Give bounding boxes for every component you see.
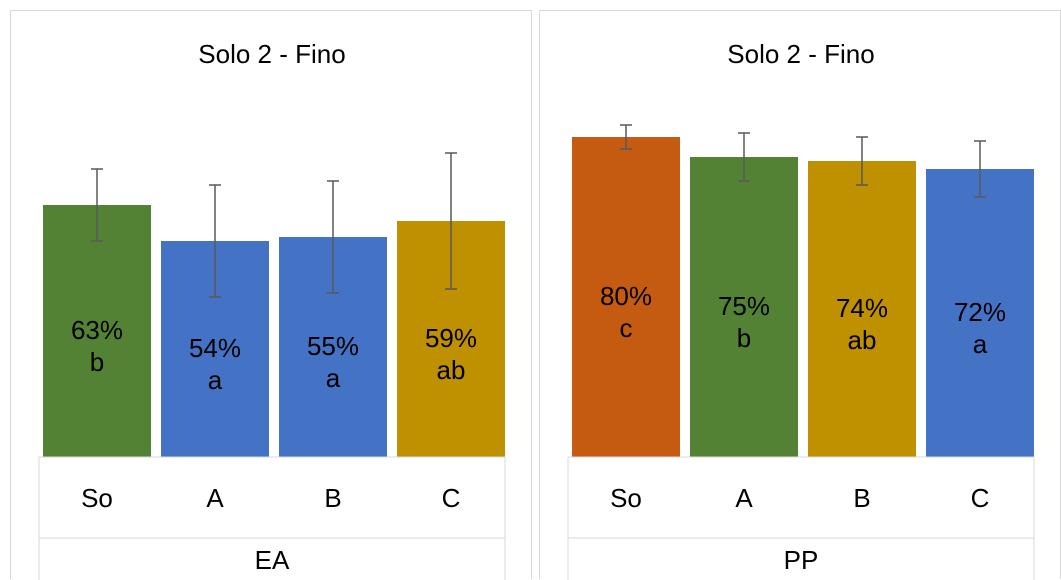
value-label: 80% (600, 281, 652, 311)
letter-label: b (90, 347, 104, 377)
bar-so (43, 205, 151, 457)
bar-c (926, 169, 1034, 457)
tick-label: B (324, 483, 341, 513)
bar-group: 80%c 75%b 74%ab 72%a (572, 124, 1034, 457)
letter-label: ab (848, 325, 877, 355)
chart-panel-pp: Solo 2 - Fino 80% c 75% b 74% ab 72% a So A B C PP (539, 10, 1061, 580)
value-label: 54% (189, 333, 241, 363)
letter-label: a (973, 329, 988, 359)
chart-title: Solo 2 - Fino (198, 39, 345, 69)
value-label: 63% (71, 315, 123, 345)
tick-label: So (610, 483, 642, 513)
bar-group: 63%b 54%a55%a59%ab (43, 152, 505, 457)
tick-label: C (971, 483, 990, 513)
letter-label: ab (437, 355, 466, 385)
letter-label: b (737, 323, 751, 353)
group-label: EA (255, 545, 290, 575)
category-axis: So A B C (38, 456, 506, 580)
value-label: 55% (307, 331, 359, 361)
value-label: 74% (836, 293, 888, 323)
category-axis: So A B C (567, 456, 1035, 580)
bar-so (572, 137, 680, 457)
value-label: 72% (954, 297, 1006, 327)
letter-label: a (326, 363, 341, 393)
chart-svg-ea: Solo 2 - Fino 63%b 54%a55%a59%ab So A B C EA (38, 39, 506, 580)
chart-title: Solo 2 - Fino (727, 39, 874, 69)
value-label: 59% (425, 323, 477, 353)
chart-svg-pp: Solo 2 - Fino 80%c 75%b 74%ab 72%a So A B C PP (567, 39, 1035, 580)
tick-label: A (206, 483, 224, 513)
tick-label: So (81, 483, 113, 513)
tick-label: A (735, 483, 753, 513)
group-label: PP (784, 545, 819, 575)
tick-label: B (853, 483, 870, 513)
bar-b (808, 161, 916, 457)
value-label: 75% (718, 291, 770, 321)
tick-label: C (442, 483, 461, 513)
letter-label: c (620, 313, 633, 343)
letter-label: a (208, 365, 223, 395)
chart-panel-ea: Solo 2 - Fino 63% b 54% a 55% a 59% ab So A B C EA (10, 10, 532, 580)
bar-a (690, 157, 798, 457)
